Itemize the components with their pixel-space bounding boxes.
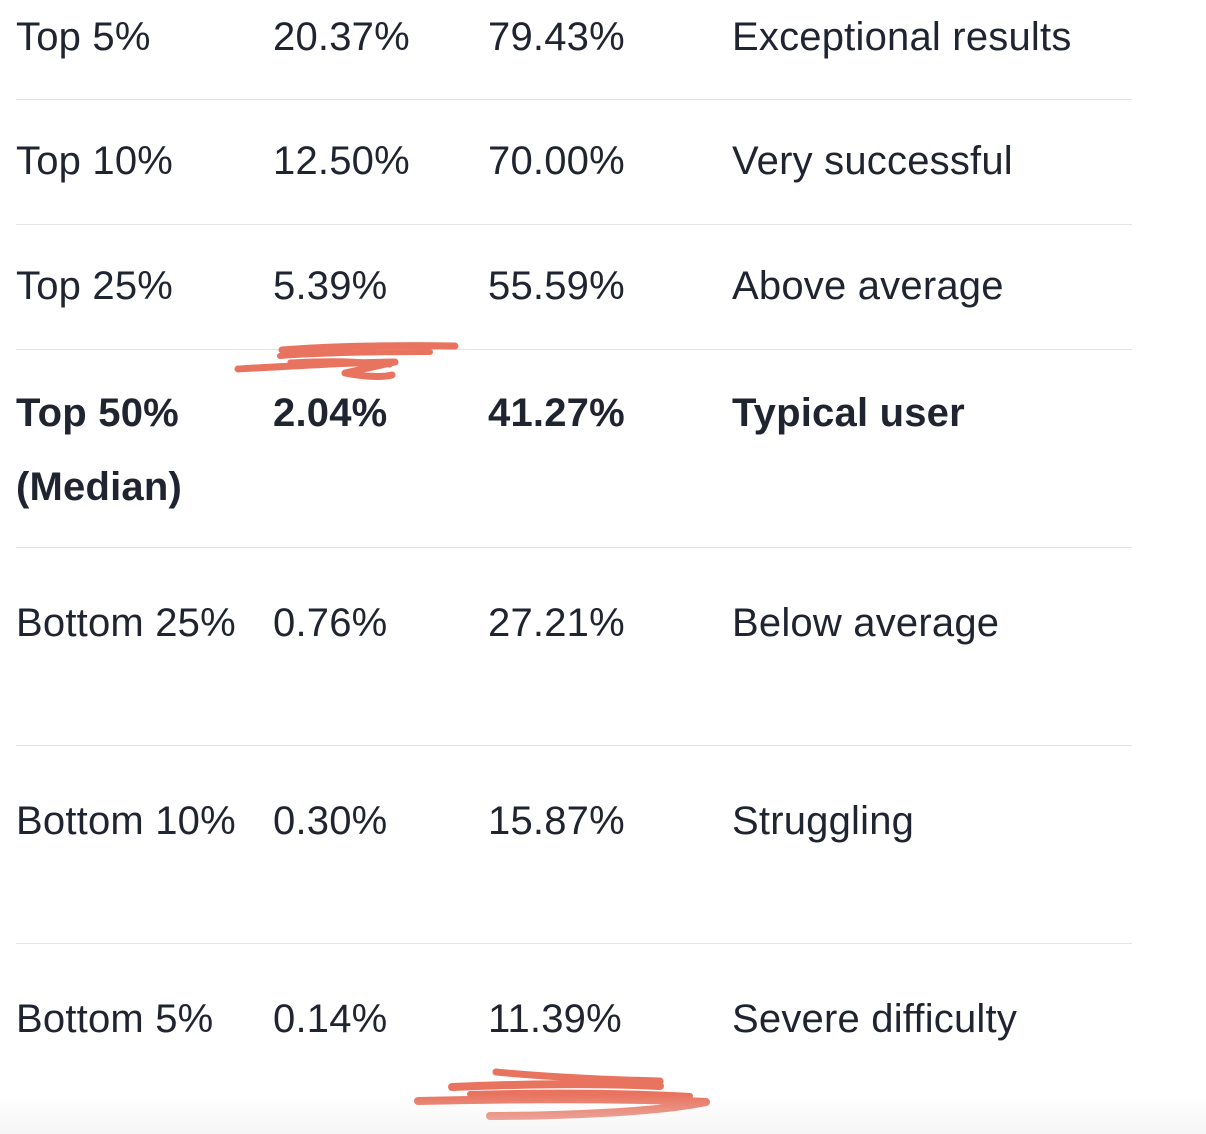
description-cell: Severe difficulty — [732, 997, 1018, 1041]
description-cell: Struggling — [732, 799, 915, 843]
percentile-cell: Bottom 5% — [16, 997, 214, 1041]
value-a-cell: 2.04% — [273, 391, 388, 435]
description-cell: Exceptional results — [732, 15, 1072, 59]
value-b-cell: 79.43% — [488, 15, 625, 59]
value-a-cell: 0.30% — [273, 799, 388, 843]
bottom-fade — [0, 1094, 1206, 1134]
table-row: Bottom 10% 0.30% 15.87% Struggling — [16, 746, 1132, 944]
description-cell: Above average — [732, 264, 1004, 308]
percentile-cell: Top 50% (Median) — [16, 391, 183, 509]
table-row: Top 25% 5.39% 55.59% Above average — [16, 225, 1132, 350]
percentile-cell: Bottom 10% — [16, 799, 236, 843]
table-row: Top 10% 12.50% 70.00% Very successful — [16, 100, 1132, 225]
percentile-cell: Top 25% — [16, 264, 174, 308]
table-row: Bottom 25% 0.76% 27.21% Below average — [16, 548, 1132, 746]
value-a-cell: 12.50% — [273, 139, 410, 183]
value-b-cell: 11.39% — [488, 997, 622, 1041]
value-a-cell: 5.39% — [273, 264, 388, 308]
value-a-cell: 20.37% — [273, 15, 410, 59]
table-row-median: Top 50% (Median) 2.04% 41.27% Typical us… — [16, 350, 1132, 548]
description-cell: Below average — [732, 601, 1000, 645]
percentile-cell: Bottom 25% — [16, 601, 236, 645]
percentile-cell: Top 10% — [16, 139, 174, 183]
value-b-cell: 70.00% — [488, 139, 625, 183]
description-cell: Typical user — [732, 391, 965, 435]
value-b-cell: 41.27% — [488, 391, 625, 435]
value-a-cell: 0.76% — [273, 601, 388, 645]
value-b-cell: 55.59% — [488, 264, 625, 308]
value-a-cell: 0.14% — [273, 997, 388, 1041]
value-b-cell: 27.21% — [488, 601, 625, 645]
table-row: Bottom 5% 0.14% 11.39% Severe difficulty — [16, 944, 1132, 1134]
value-b-cell: 15.87% — [488, 799, 625, 843]
table-row: Top 5% 20.37% 79.43% Exceptional results — [16, 0, 1132, 100]
percentile-table: Top 5% 20.37% 79.43% Exceptional results… — [16, 0, 1132, 1134]
description-cell: Very successful — [732, 139, 1013, 183]
percentile-cell: Top 5% — [16, 15, 151, 59]
